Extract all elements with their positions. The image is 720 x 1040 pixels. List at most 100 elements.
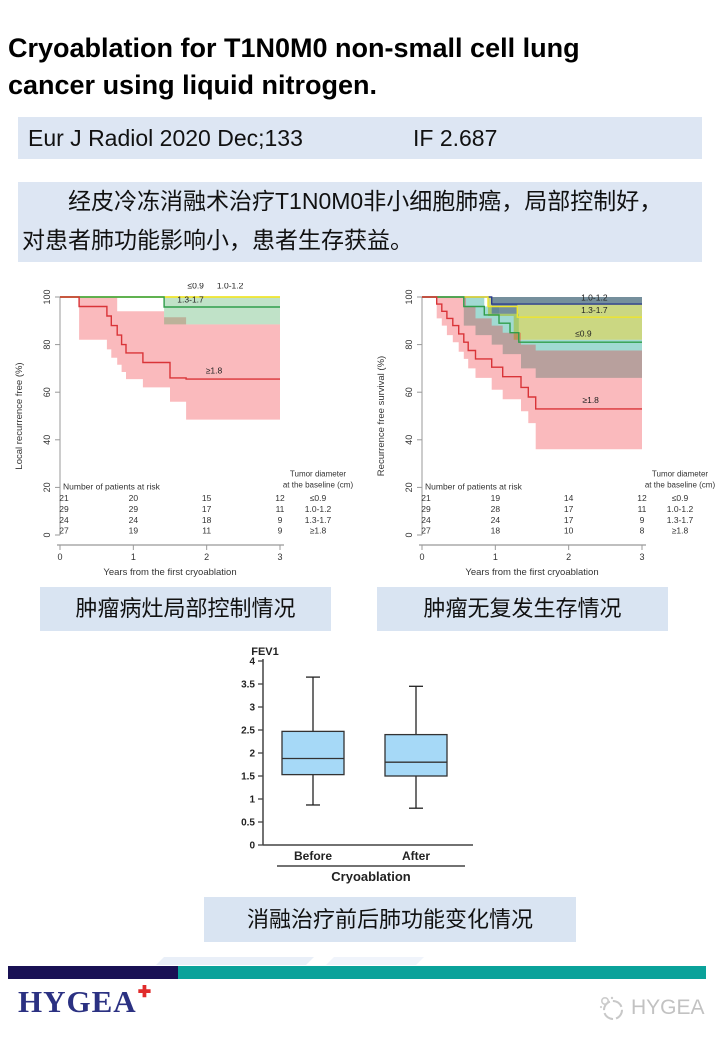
footer-navy-bar xyxy=(8,966,178,979)
svg-text:1.3-1.7: 1.3-1.7 xyxy=(177,295,204,305)
svg-text:0: 0 xyxy=(249,841,255,852)
journal-bar: Eur J Radiol 2020 Dec;133 IF 2.687 xyxy=(18,117,702,159)
title-line-2: cancer using liquid nitrogen. xyxy=(8,70,378,101)
svg-text:≥1.8: ≥1.8 xyxy=(672,526,689,536)
caption-survival: 肿瘤无复发生存情况 xyxy=(377,587,668,631)
svg-text:18: 18 xyxy=(491,526,501,536)
svg-text:17: 17 xyxy=(564,504,574,514)
svg-text:8: 8 xyxy=(640,526,645,536)
footer-deco-shape xyxy=(156,957,314,965)
svg-text:1.5: 1.5 xyxy=(241,772,255,783)
svg-text:3: 3 xyxy=(249,703,255,714)
svg-text:11: 11 xyxy=(202,526,211,536)
svg-text:18: 18 xyxy=(202,515,212,525)
svg-text:2: 2 xyxy=(204,552,209,562)
summary-line-2: 对患者肺功能影响小，患者生存获益。 xyxy=(22,227,413,253)
svg-text:Number of patients at risk: Number of patients at risk xyxy=(63,481,161,491)
svg-text:2.5: 2.5 xyxy=(241,726,255,737)
svg-text:80: 80 xyxy=(42,340,52,350)
svg-text:Years from the first cryoablat: Years from the first cryoablation xyxy=(103,567,236,578)
svg-text:21: 21 xyxy=(421,493,431,503)
svg-text:24: 24 xyxy=(421,515,431,525)
svg-text:1.3-1.7: 1.3-1.7 xyxy=(305,515,332,525)
svg-text:1.0-1.2: 1.0-1.2 xyxy=(305,504,332,514)
svg-text:17: 17 xyxy=(202,504,212,514)
svg-text:1.0-1.2: 1.0-1.2 xyxy=(667,504,694,514)
svg-text:0.5: 0.5 xyxy=(241,818,255,829)
svg-text:3: 3 xyxy=(277,552,282,562)
svg-text:3: 3 xyxy=(639,552,644,562)
hygea-logo: HYGEA✚ xyxy=(18,984,151,1020)
svg-text:28: 28 xyxy=(491,504,501,514)
summary-box: 经皮冷冻消融术治疗T1N0M0非小细胞肺癌，局部控制好， 对患者肺功能影响小，患… xyxy=(18,182,702,262)
svg-text:2: 2 xyxy=(566,552,571,562)
hygea-watermark-icon xyxy=(599,996,623,1020)
svg-text:Recurrence free survival (%): Recurrence free survival (%) xyxy=(376,356,387,476)
svg-text:FEV1: FEV1 xyxy=(251,646,279,658)
svg-text:14: 14 xyxy=(564,493,574,503)
svg-text:100: 100 xyxy=(404,289,414,304)
impact-factor: IF 2.687 xyxy=(413,125,498,151)
svg-text:1.3-1.7: 1.3-1.7 xyxy=(581,305,608,315)
svg-text:Local recurrence free (%): Local recurrence free (%) xyxy=(14,362,25,469)
svg-text:40: 40 xyxy=(404,435,414,445)
svg-text:15: 15 xyxy=(202,493,212,503)
svg-text:≥1.8: ≥1.8 xyxy=(582,395,599,405)
svg-text:10: 10 xyxy=(564,526,574,536)
footer-deco-shape xyxy=(326,957,424,965)
svg-text:Years from the first cryoablat: Years from the first cryoablation xyxy=(465,567,598,578)
svg-text:12: 12 xyxy=(637,493,647,503)
km-chart-local-recurrence: 0 20 40 60 80 100 Local recurrence free (%) ≤0.… xyxy=(10,281,360,588)
svg-text:After: After xyxy=(402,849,430,863)
svg-text:Number of patients at risk: Number of patients at risk xyxy=(425,481,523,491)
svg-text:1: 1 xyxy=(493,552,498,562)
svg-text:1: 1 xyxy=(131,552,136,562)
svg-text:≤0.9: ≤0.9 xyxy=(575,329,592,339)
svg-text:0: 0 xyxy=(419,552,424,562)
caption-lung-function: 消融治疗前后肺功能变化情况 xyxy=(204,897,576,942)
svg-text:80: 80 xyxy=(404,340,414,350)
svg-text:Tumor diameter: Tumor diameter xyxy=(290,469,347,478)
svg-text:27: 27 xyxy=(421,526,431,536)
svg-text:1.3-1.7: 1.3-1.7 xyxy=(667,515,694,525)
svg-text:100: 100 xyxy=(42,289,52,304)
svg-text:1.0-1.2: 1.0-1.2 xyxy=(581,292,608,302)
hygea-logo-text: HYGEA xyxy=(18,984,137,1019)
svg-text:at the baseline (cm): at the baseline (cm) xyxy=(283,480,354,489)
boxplot-fev1: FEV1 0 0.5 1 1.5 2 2.5 3 3.5 4 Before After Cryoabla… xyxy=(233,645,483,895)
svg-text:≥1.8: ≥1.8 xyxy=(310,526,327,536)
journal-citation: Eur J Radiol 2020 Dec;133 xyxy=(28,125,303,151)
svg-text:29: 29 xyxy=(129,504,139,514)
svg-text:Before: Before xyxy=(294,849,332,863)
svg-text:29: 29 xyxy=(59,504,69,514)
svg-text:2: 2 xyxy=(249,749,255,760)
hygea-watermark: HYGEA xyxy=(596,993,705,1023)
svg-text:≤0.9: ≤0.9 xyxy=(672,493,689,503)
svg-text:20: 20 xyxy=(129,493,139,503)
svg-text:24: 24 xyxy=(491,515,501,525)
svg-text:24: 24 xyxy=(59,515,69,525)
hygea-watermark-text: HYGEA xyxy=(631,996,705,1019)
caption-local-control: 肿瘤病灶局部控制情况 xyxy=(40,587,331,631)
title-line-1: Cryoablation for T1N0M0 non-small cell l… xyxy=(8,33,580,64)
svg-text:11: 11 xyxy=(638,504,647,514)
km-chart-recurrence-free-survival: 0 20 40 60 80 100 Recurrence free survival (%)… xyxy=(372,283,720,588)
svg-text:29: 29 xyxy=(421,504,431,514)
footer-teal-bar xyxy=(178,966,706,979)
page-title: Cryoablation for T1N0M0 non-small cell l… xyxy=(8,30,688,104)
svg-text:4: 4 xyxy=(249,657,255,668)
svg-text:40: 40 xyxy=(42,435,52,445)
svg-text:1: 1 xyxy=(249,795,255,806)
svg-text:at the baseline (cm): at the baseline (cm) xyxy=(645,480,716,489)
svg-text:60: 60 xyxy=(42,387,52,397)
svg-text:Tumor diameter: Tumor diameter xyxy=(652,469,709,478)
svg-text:0: 0 xyxy=(57,552,62,562)
svg-text:9: 9 xyxy=(640,515,645,525)
svg-text:12: 12 xyxy=(275,493,285,503)
svg-text:9: 9 xyxy=(278,526,283,536)
svg-text:9: 9 xyxy=(278,515,283,525)
svg-text:19: 19 xyxy=(129,526,139,536)
svg-text:19: 19 xyxy=(491,493,501,503)
svg-text:24: 24 xyxy=(129,515,139,525)
svg-text:≥1.8: ≥1.8 xyxy=(206,366,223,376)
